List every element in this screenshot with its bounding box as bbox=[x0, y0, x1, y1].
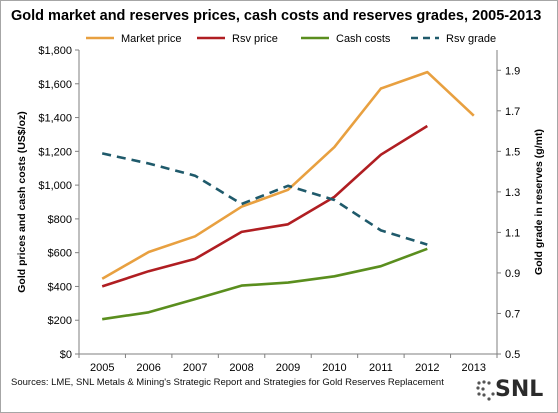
series-line-cash-costs bbox=[102, 247, 428, 321]
x-tick-label: 2006 bbox=[136, 362, 160, 371]
legend-label-rsv-price: Rsv price bbox=[232, 33, 278, 45]
legend-group: Market price Rsv price Cash costs Rsv grade bbox=[86, 33, 496, 45]
chart-svg: $0 $200 $400 $600 $800 $1,000 $1,200 $1,400 $1,6… bbox=[16, 33, 545, 371]
y-tick-label: $600 bbox=[48, 248, 72, 260]
legend-label-rsv-grade: Rsv grade bbox=[446, 33, 496, 45]
y2-tick-label: 0.9 bbox=[505, 268, 520, 280]
y2-axis-title: Gold grade in reserves (g/mt) bbox=[533, 129, 545, 275]
x-tick-label: 2012 bbox=[415, 362, 439, 371]
y-tick-label: $1,400 bbox=[38, 113, 72, 125]
chart-title: Gold market and reserves prices, cash co… bbox=[11, 8, 542, 24]
y2-tick-label: 1.3 bbox=[505, 187, 520, 199]
series-line-market-price bbox=[101, 70, 475, 280]
y-tick-label: $1,800 bbox=[38, 45, 72, 57]
y-tick-label: $800 bbox=[48, 214, 72, 226]
y2-tick-label: 1.1 bbox=[505, 227, 520, 239]
x-tick-label: 2009 bbox=[276, 362, 300, 371]
x-tick-label: 2005 bbox=[90, 362, 114, 371]
series-lines-group bbox=[101, 70, 475, 321]
legend-label-market-price: Market price bbox=[121, 33, 182, 45]
snl-logo: SNL bbox=[475, 377, 555, 407]
x-tick-label: 2007 bbox=[183, 362, 207, 371]
y2-tick-label: 1.9 bbox=[505, 65, 520, 77]
y-tick-label: $200 bbox=[48, 315, 72, 327]
y-tick-label: $1,600 bbox=[38, 79, 72, 91]
axes-group: $0 $200 $400 $600 $800 $1,000 $1,200 $1,400 $1,6… bbox=[16, 45, 545, 371]
y2-tick-label: 0.7 bbox=[505, 308, 520, 320]
y-tick-label: $400 bbox=[48, 281, 72, 293]
x-tick-label: 2013 bbox=[462, 362, 486, 371]
y-tick-label: $1,200 bbox=[38, 146, 72, 158]
legend-label-cash-costs: Cash costs bbox=[336, 33, 391, 45]
x-tick-label: 2010 bbox=[322, 362, 346, 371]
x-tick-label: 2011 bbox=[369, 362, 393, 371]
y2-tick-label: 1.7 bbox=[505, 106, 520, 118]
y2-tick-label: 0.5 bbox=[505, 349, 520, 361]
y-tick-label: $1,000 bbox=[38, 180, 72, 192]
y-axis-title: Gold prices and cash costs (US$/oz) bbox=[16, 111, 28, 292]
snl-dots-logo-icon bbox=[476, 380, 495, 401]
logo-text: SNL bbox=[495, 377, 544, 402]
y-tick-label: $0 bbox=[60, 349, 72, 361]
x-tick-label: 2008 bbox=[229, 362, 253, 371]
y2-tick-label: 1.5 bbox=[505, 146, 520, 158]
series-line-rsv-price bbox=[101, 124, 428, 288]
source-note: Sources: LME, SNL Metals & Mining's Stra… bbox=[11, 377, 444, 388]
